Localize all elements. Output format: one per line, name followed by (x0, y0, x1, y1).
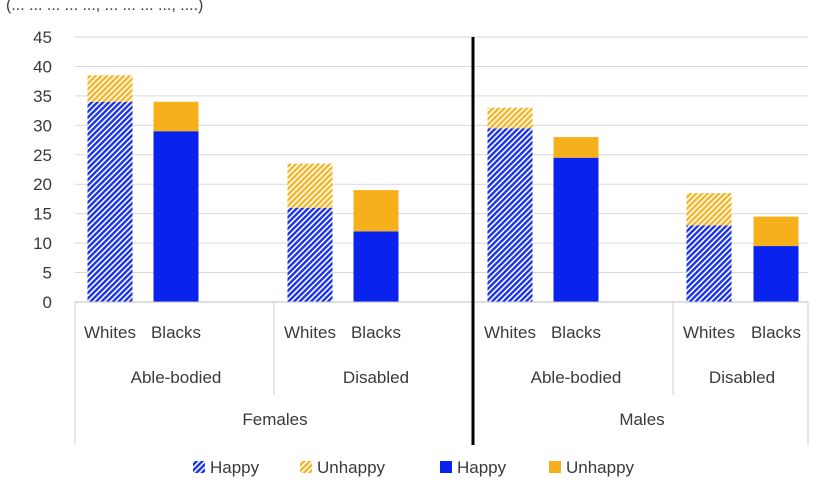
x-subgroup-label-1: Disabled (343, 368, 409, 387)
bar-happy-7 (753, 246, 799, 302)
bar-unhappy-2 (287, 163, 333, 208)
y-tick-label-9: 45 (33, 28, 52, 47)
x-category-label-0: Whites (84, 323, 136, 342)
x-category-label-6: Whites (683, 323, 735, 342)
x-category-label-4: Whites (484, 323, 536, 342)
bar-happy-6 (686, 225, 732, 302)
bar-happy-5 (553, 157, 599, 302)
y-tick-label-4: 20 (33, 175, 52, 194)
x-category-label-2: Whites (284, 323, 336, 342)
header-fragment: (... ... ... ... ..., ... ... ... ..., .… (6, 0, 203, 14)
bar-happy-4 (487, 128, 533, 302)
y-tick-label-0: 0 (43, 293, 52, 312)
x-category-label-5: Blacks (551, 323, 601, 342)
x-axis-labels: Whites Blacks Whites Blacks Whites Blacks Whit… (74, 301, 809, 445)
y-axis-tick-labels: 0 5 10 15 20 25 30 35 40 45 (33, 28, 52, 312)
bars (87, 75, 799, 303)
y-tick-label-8: 40 (33, 57, 52, 76)
bar-happy-1 (153, 131, 199, 302)
x-group-label-1: Males (619, 410, 664, 429)
bar-unhappy-0 (87, 75, 133, 102)
legend-swatch-0 (193, 461, 205, 473)
x-subgroup-label-3: Disabled (709, 368, 775, 387)
legend-label-1: Unhappy (317, 458, 386, 477)
legend-swatch-3 (549, 461, 561, 473)
y-tick-label-3: 15 (33, 205, 52, 224)
legend-label-2: Happy (457, 458, 507, 477)
bar-happy-2 (287, 207, 333, 302)
bar-unhappy-6 (686, 193, 732, 226)
x-category-label-1: Blacks (151, 323, 201, 342)
legend-swatch-1 (300, 461, 312, 473)
y-tick-label-5: 25 (33, 146, 52, 165)
bar-unhappy-7 (753, 216, 799, 247)
legend-label-3: Unhappy (566, 458, 635, 477)
bar-unhappy-1 (153, 101, 199, 132)
legend: Happy Unhappy Happy Unhappy (193, 458, 635, 477)
x-category-label-3: Blacks (351, 323, 401, 342)
legend-swatch-2 (440, 461, 452, 473)
x-subgroup-label-2: Able-bodied (531, 368, 622, 387)
y-tick-label-7: 35 (33, 87, 52, 106)
y-tick-label-2: 10 (33, 234, 52, 253)
legend-label-0: Happy (210, 458, 260, 477)
x-group-label-0: Females (242, 410, 307, 429)
bar-happy-0 (87, 101, 133, 303)
y-tick-label-1: 5 (43, 264, 52, 283)
x-subgroup-label-0: Able-bodied (131, 368, 222, 387)
y-tick-label-6: 30 (33, 116, 52, 135)
bar-unhappy-5 (553, 137, 599, 158)
x-category-label-7: Blacks (751, 323, 801, 342)
bar-happy-3 (353, 231, 399, 302)
bar-unhappy-3 (353, 190, 399, 232)
bar-unhappy-4 (487, 107, 533, 129)
